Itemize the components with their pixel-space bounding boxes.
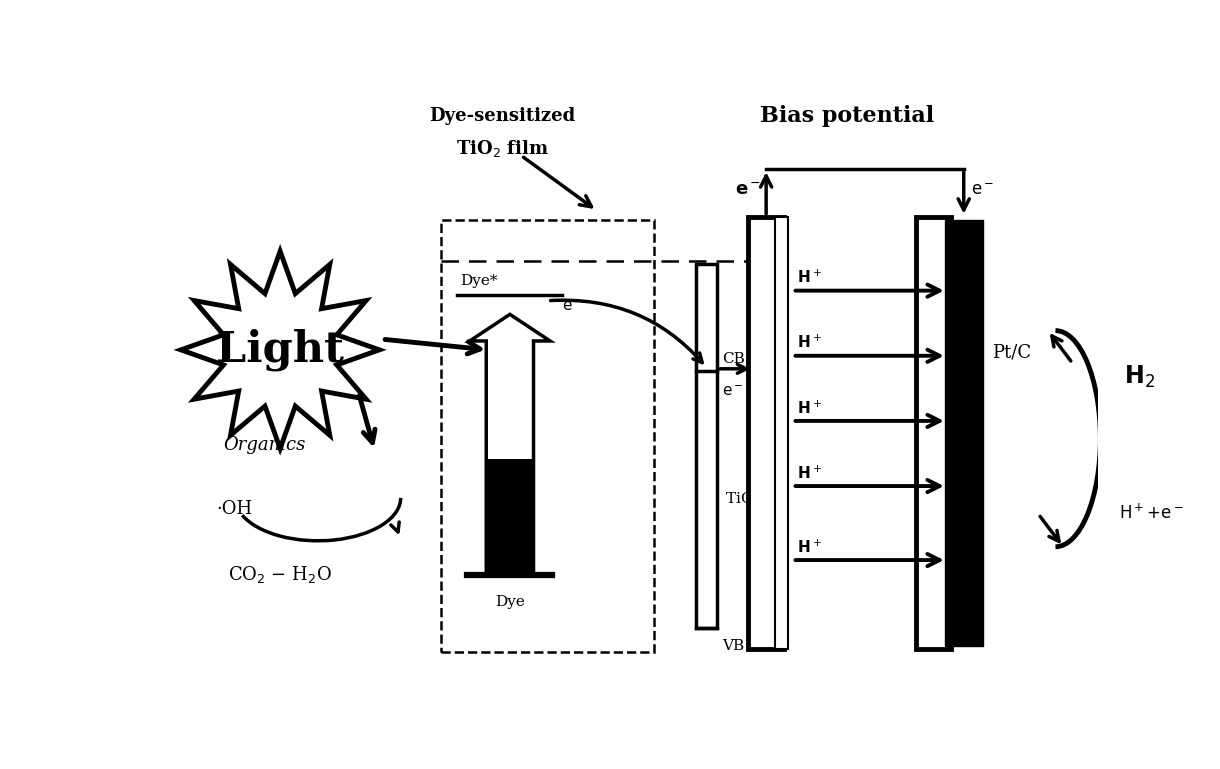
Bar xyxy=(440,220,654,652)
Text: TiO$_2$: TiO$_2$ xyxy=(725,491,760,508)
FancyArrow shape xyxy=(470,315,550,575)
Text: VB: VB xyxy=(722,639,744,653)
Text: e$^-$: e$^-$ xyxy=(971,181,994,199)
Bar xyxy=(775,217,788,649)
Bar xyxy=(748,217,784,649)
Text: ·OH: ·OH xyxy=(217,500,253,518)
Bar xyxy=(697,264,717,628)
Text: Bias potential: Bias potential xyxy=(760,105,935,127)
Text: TiO$_2$ film: TiO$_2$ film xyxy=(456,138,549,159)
Text: CO$_2$ − H$_2$O: CO$_2$ − H$_2$O xyxy=(228,564,332,585)
Text: e$^-$: e$^-$ xyxy=(562,299,583,314)
Text: H$^+$: H$^+$ xyxy=(798,464,822,481)
Text: H$_2$: H$_2$ xyxy=(1124,364,1155,390)
Text: e$^-$: e$^-$ xyxy=(722,384,743,399)
Text: e$^-$: e$^-$ xyxy=(736,181,761,199)
Text: Dye: Dye xyxy=(495,594,525,608)
Bar xyxy=(487,459,533,575)
Bar xyxy=(944,220,982,646)
Text: Light: Light xyxy=(216,328,344,371)
Text: Organics: Organics xyxy=(223,435,306,454)
Text: H$^+$: H$^+$ xyxy=(798,538,822,556)
Text: Dye*: Dye* xyxy=(460,274,498,288)
Text: H$^+$: H$^+$ xyxy=(798,334,822,351)
Text: Dye-sensitized: Dye-sensitized xyxy=(429,107,576,125)
Text: CB: CB xyxy=(722,352,744,366)
Text: H$^+$: H$^+$ xyxy=(798,269,822,286)
Text: H$^+$: H$^+$ xyxy=(798,399,822,417)
Text: H$^+$+e$^-$: H$^+$+e$^-$ xyxy=(1119,503,1183,522)
Text: Pt/C: Pt/C xyxy=(992,344,1031,362)
Bar xyxy=(915,217,952,649)
